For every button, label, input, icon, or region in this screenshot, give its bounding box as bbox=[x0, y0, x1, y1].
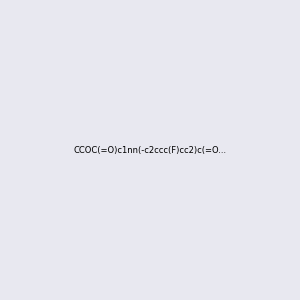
Text: CCOC(=O)c1nn(-c2ccc(F)cc2)c(=O...: CCOC(=O)c1nn(-c2ccc(F)cc2)c(=O... bbox=[74, 146, 226, 154]
